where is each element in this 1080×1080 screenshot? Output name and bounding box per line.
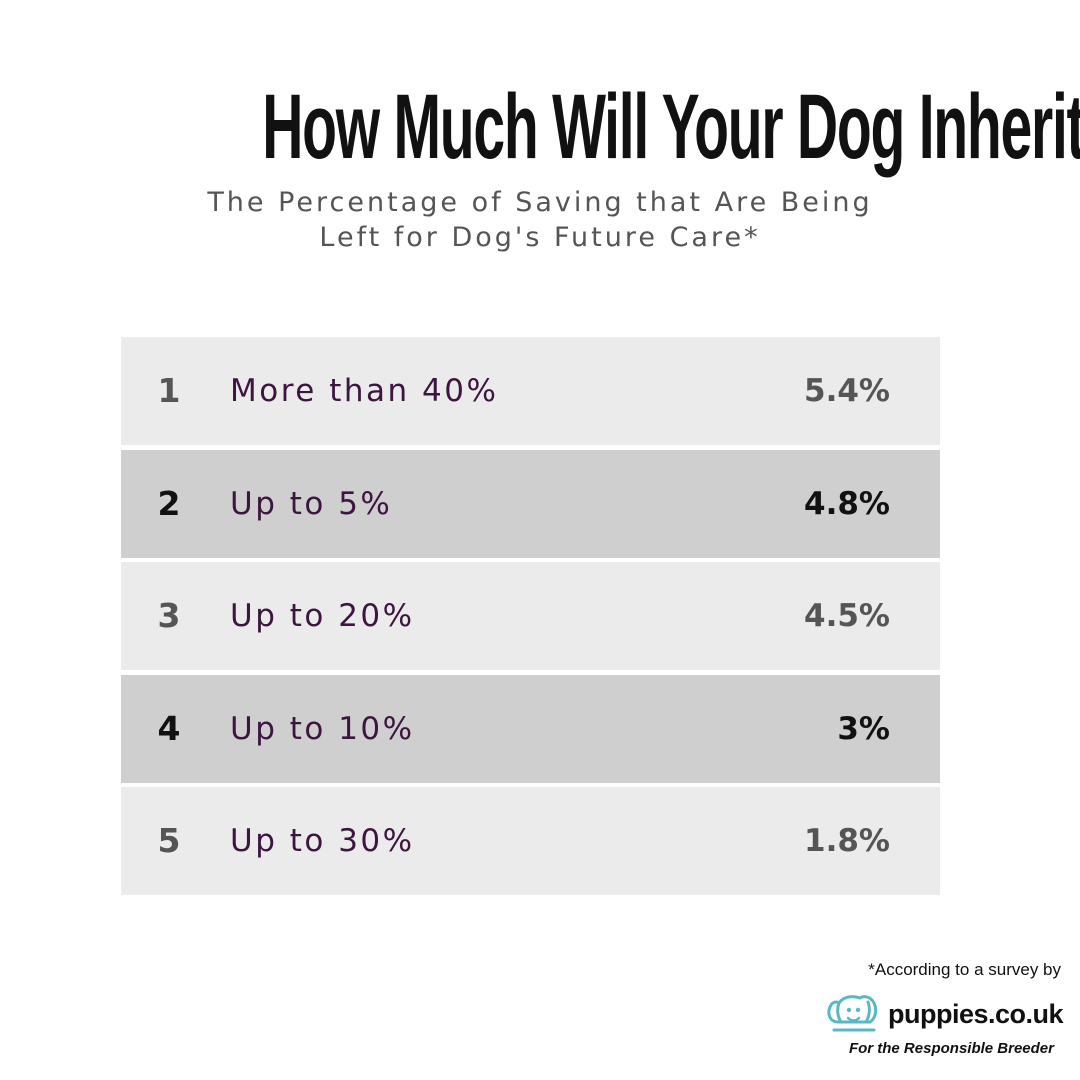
- table-row: 3 Up to 20% 4.5%: [121, 562, 940, 670]
- table-row: 2 Up to 5% 4.8%: [121, 449, 940, 558]
- dog-head-icon: [827, 995, 878, 1032]
- row-value: 3%: [837, 710, 890, 747]
- row-value: 4.8%: [804, 485, 890, 522]
- page-title: How Much Will Your Dog Inherit?: [262, 76, 1080, 178]
- row-value: 1.8%: [804, 823, 890, 859]
- row-rank: 3: [157, 596, 181, 635]
- row-rank: 5: [157, 821, 181, 860]
- subtitle-line-2: Left for Dog's Future Care*: [319, 222, 761, 253]
- table-row: 5 Up to 30% 1.8%: [121, 787, 940, 895]
- ranking-table: 1 More than 40% 5.4% 2 Up to 5% 4.8% 3 Up to 20…: [121, 337, 940, 897]
- survey-footnote: *According to a survey by: [868, 960, 1061, 979]
- row-value: 4.5%: [804, 598, 890, 634]
- brand-logo: puppies.co.uk: [824, 992, 1064, 1038]
- row-label: More than 40%: [230, 373, 499, 409]
- row-value: 5.4%: [804, 373, 890, 409]
- row-rank: 1: [157, 371, 181, 410]
- brand-tagline: For the Responsible Breeder: [848, 1040, 1054, 1057]
- table-row: 4 Up to 10% 3%: [121, 674, 940, 783]
- brand-name: puppies.co.uk: [888, 999, 1064, 1029]
- page-subtitle: The Percentage of Saving that Are Being …: [140, 185, 940, 255]
- row-label: Up to 10%: [230, 710, 415, 747]
- row-label: Up to 30%: [230, 823, 415, 859]
- row-rank: 4: [157, 708, 181, 748]
- row-label: Up to 5%: [230, 485, 393, 522]
- row-rank: 2: [157, 483, 181, 523]
- table-row: 1 More than 40% 5.4%: [121, 337, 940, 445]
- row-label: Up to 20%: [230, 598, 415, 634]
- subtitle-line-1: The Percentage of Saving that Are Being: [207, 187, 873, 218]
